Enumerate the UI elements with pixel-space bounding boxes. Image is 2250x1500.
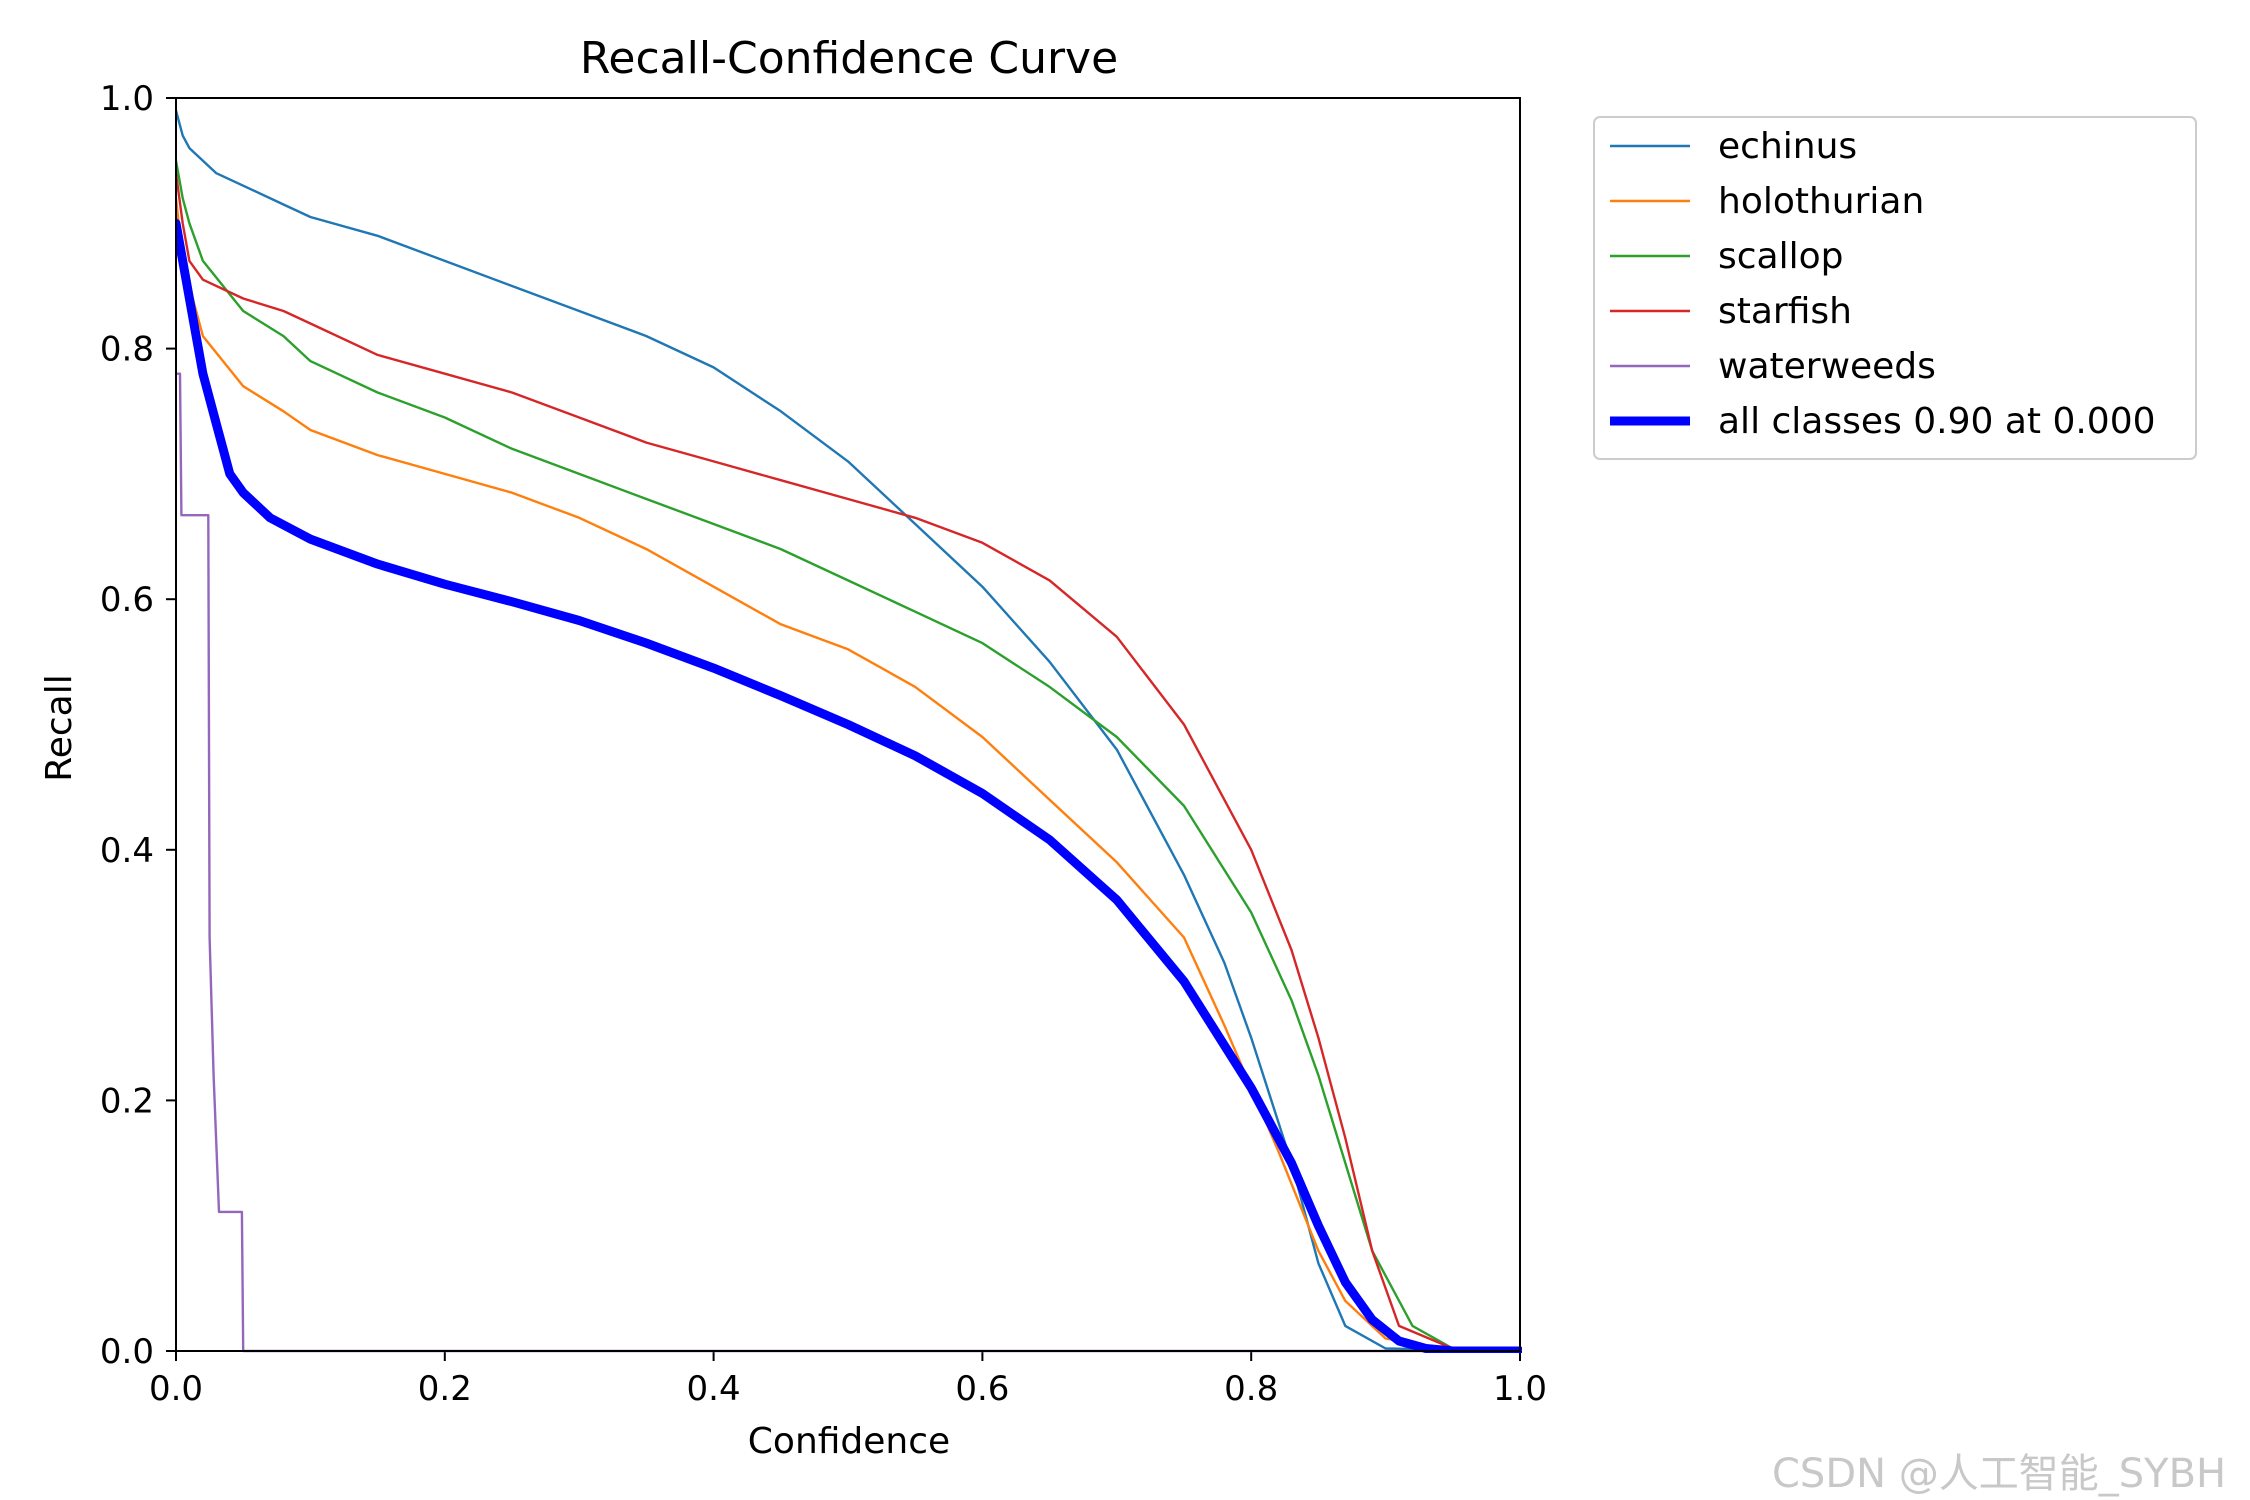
y-tick-label: 0.4 xyxy=(100,831,154,871)
legend-box xyxy=(1593,116,2197,460)
legend-label: scallop xyxy=(1718,236,1844,277)
series-line-scallop xyxy=(176,159,1522,1353)
x-tick-label: 0.2 xyxy=(418,1369,472,1409)
x-tick-label: 0.0 xyxy=(149,1369,203,1409)
y-tick-label: 0.6 xyxy=(100,580,154,620)
series-line-waterweeds xyxy=(176,372,1522,1353)
x-tick-label: 0.6 xyxy=(955,1369,1009,1409)
y-tick-label: 0.2 xyxy=(100,1081,154,1121)
y-tick-label: 0.8 xyxy=(100,330,154,370)
axis-ticks: 0.0 0.2 0.4 0.6 0.8 1.0 0.0 0.2 0.4 0.6 0.8 1.0 xyxy=(100,79,1547,1409)
series-line-echinus xyxy=(176,109,1522,1353)
series-line-all-classes xyxy=(176,218,1522,1353)
y-tick-label: 0.0 xyxy=(100,1332,154,1372)
chart-title: Recall-Confidence Curve xyxy=(580,33,1118,84)
x-tick-label: 0.8 xyxy=(1224,1369,1278,1409)
x-tick-label: 0.4 xyxy=(687,1369,741,1409)
watermark-text: CSDN @人工智能_SYBH xyxy=(1772,1451,2227,1497)
series-lines xyxy=(176,109,1522,1353)
legend-label: starfish xyxy=(1718,291,1852,332)
legend-items: echinus holothurian scallop starfish waterwe… xyxy=(1610,126,2156,442)
y-tick-label: 1.0 xyxy=(100,79,154,119)
legend-label: all classes 0.90 at 0.000 xyxy=(1718,401,2156,442)
legend-label: holothurian xyxy=(1718,181,1924,222)
y-axis-label: Recall xyxy=(39,674,80,781)
series-line-holothurian xyxy=(176,197,1522,1353)
legend-label: waterweeds xyxy=(1718,346,1936,387)
legend: echinus holothurian scallop starfish waterwe… xyxy=(1593,116,2197,460)
legend-label: echinus xyxy=(1718,126,1857,167)
plot-frame xyxy=(175,97,1521,1352)
x-axis-label: Confidence xyxy=(748,1421,950,1462)
series-line-starfish xyxy=(176,172,1522,1353)
x-tick-label: 1.0 xyxy=(1493,1369,1547,1409)
